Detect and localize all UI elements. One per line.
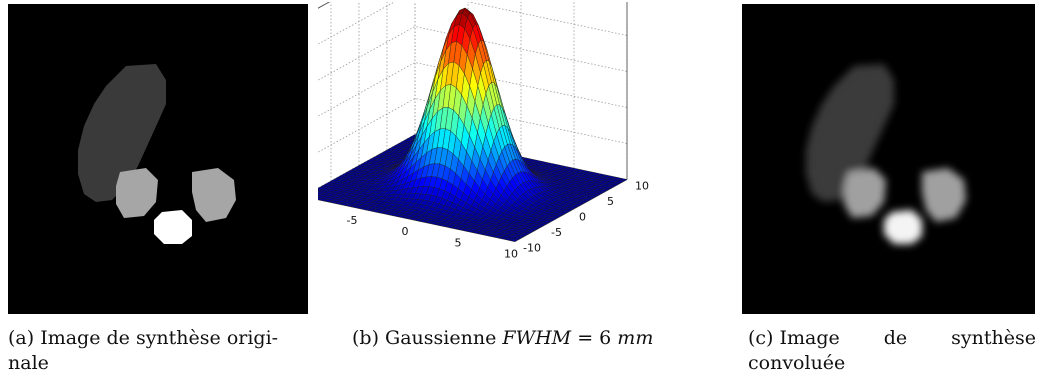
surface-mesh (302, 7, 628, 242)
y-tick-label: -5 (551, 226, 562, 239)
caption-b-eq: = (577, 327, 594, 349)
x-tick-label: -5 (347, 214, 358, 227)
grid-line-z (302, 26, 628, 89)
caption-b: (b) Gaussienne FWHM = 6 mm (352, 326, 732, 351)
y-tick-label: -10 (523, 242, 541, 255)
grid-line-z (302, 0, 628, 53)
original-image-content (8, 4, 308, 314)
organ-right-grey (192, 168, 236, 222)
caption-a-line2: nale (8, 352, 49, 374)
grid-line-z (302, 98, 628, 161)
caption-c-label: (c) (748, 327, 774, 349)
original-synthetic-image (8, 4, 308, 314)
organ-large (78, 64, 166, 202)
caption-c-word1: Image (779, 327, 840, 349)
caption-b-label: (b) (352, 327, 379, 349)
caption-c: (c) Image de synthèse convoluée (748, 326, 1038, 376)
x-tick-label: 0 (402, 225, 409, 238)
y-tick-label: 10 (635, 180, 649, 193)
organ-white (154, 210, 192, 244)
caption-b-prefix: Gaussienne (385, 327, 497, 349)
convolved-synthetic-image (742, 4, 1035, 314)
x-tick-label: 10 (504, 248, 518, 261)
axis-edge (302, 0, 334, 17)
caption-a: (a) Image de synthèse origi- nale (8, 326, 308, 376)
convolved-image-content (742, 4, 1035, 314)
y-tick-label: 5 (607, 195, 614, 208)
x-tick-label: 5 (455, 236, 462, 249)
caption-c-line2: convoluée (748, 352, 846, 374)
caption-b-var: FWHM (502, 327, 572, 349)
organ-left-grey-blurred (844, 168, 886, 218)
caption-b-num: 6 (599, 327, 612, 349)
caption-b-unit: mm (617, 327, 654, 349)
caption-c-word2: de (883, 327, 908, 349)
grid-line-z (302, 62, 628, 125)
surface-quad (509, 238, 519, 242)
caption-a-label: (a) (8, 327, 35, 349)
organ-large-blurred (806, 64, 894, 202)
organ-left-grey (116, 168, 158, 218)
caption-c-word3: synthèse (951, 327, 1036, 349)
organ-white-blurred (884, 210, 922, 244)
caption-a-line1: Image de synthèse origi- (40, 327, 279, 349)
y-tick-label: 0 (579, 211, 586, 224)
organ-right-grey-blurred (922, 168, 966, 222)
